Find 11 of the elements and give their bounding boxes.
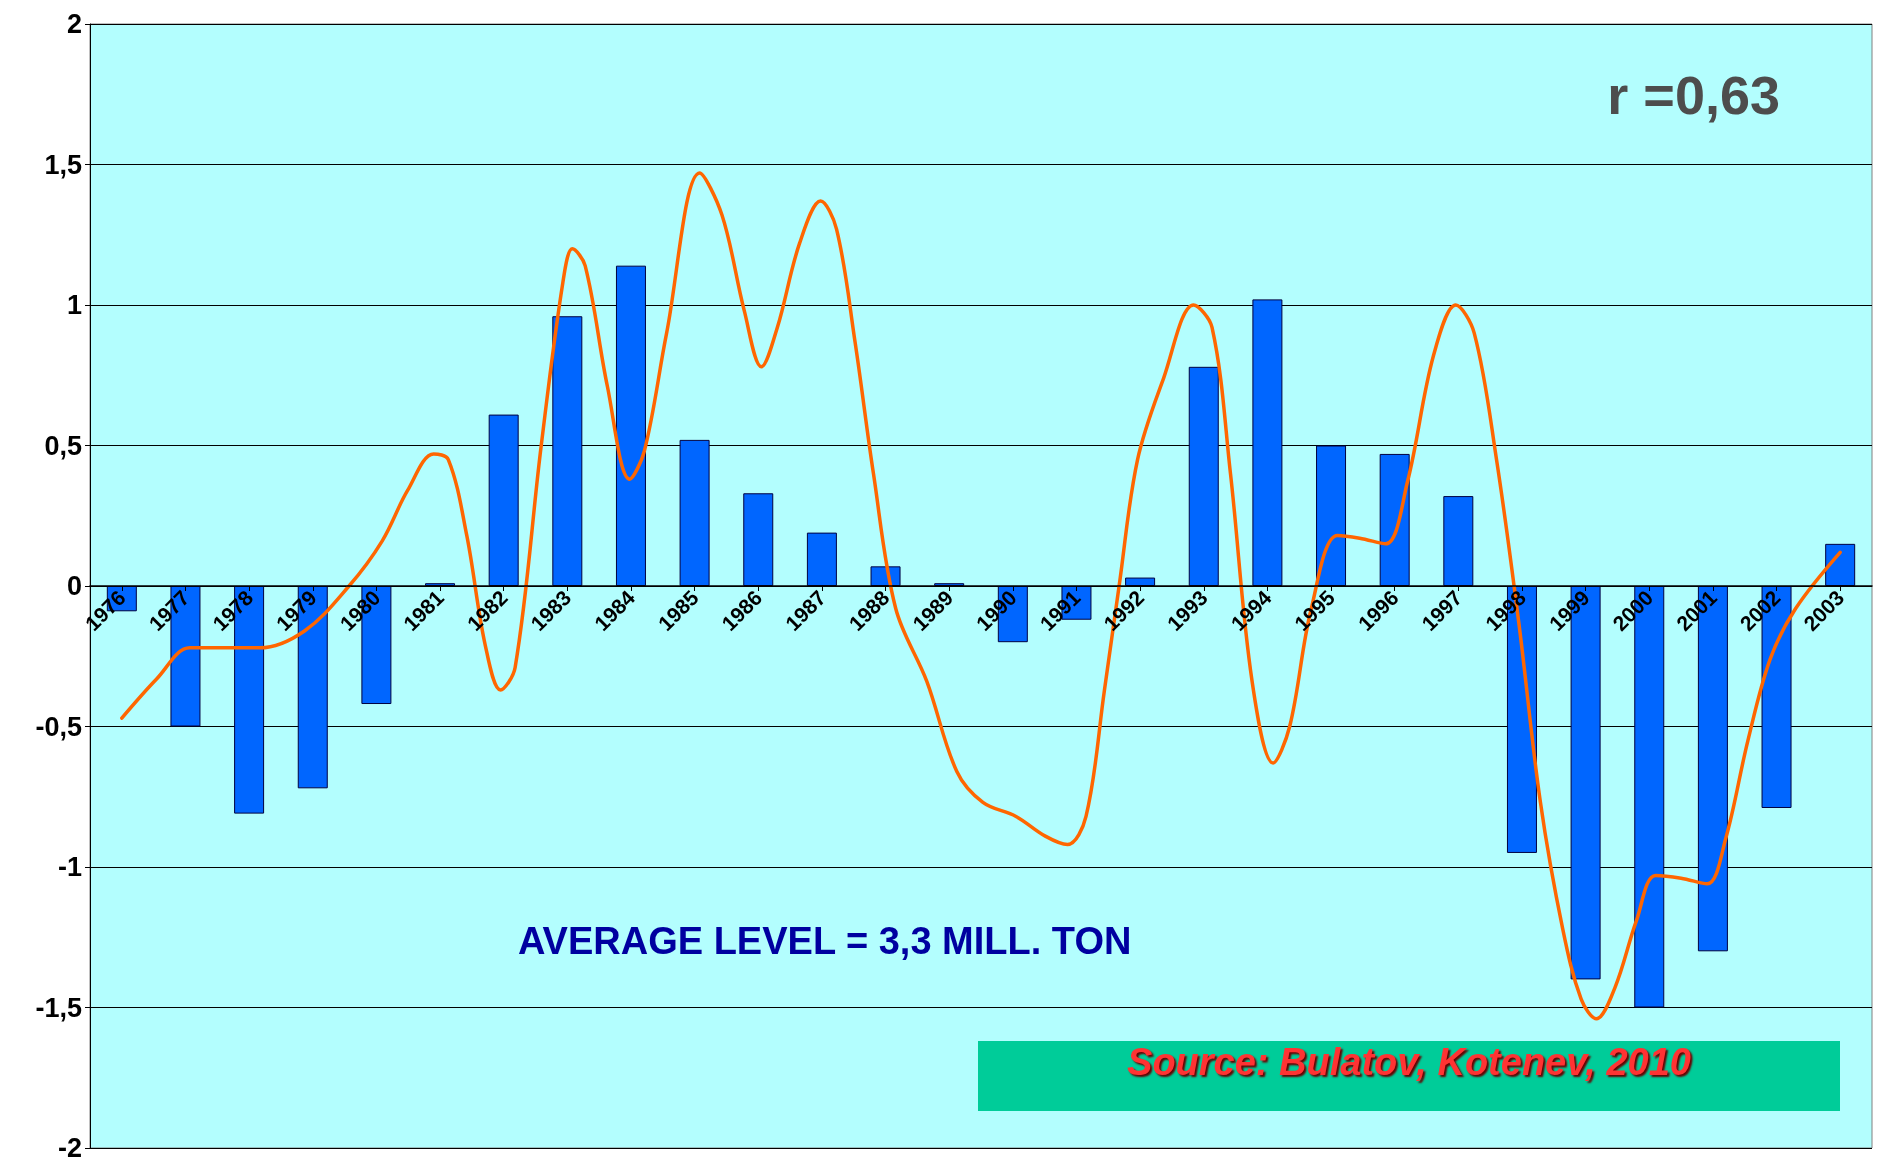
- y-tick-label: 0: [66, 571, 82, 601]
- y-tick-label: -1: [57, 852, 82, 882]
- y-tick-label: 0,5: [44, 430, 82, 461]
- y-tick-label: 2: [66, 9, 82, 39]
- y-tick-label: 1: [66, 290, 82, 320]
- annotation: r =0,63: [1607, 65, 1780, 125]
- annotation: AVERAGE LEVEL = 3,3 MILL. TON: [518, 920, 1132, 962]
- y-tick-label: 1,5: [44, 149, 82, 180]
- y-tick-label: -2: [57, 1133, 82, 1163]
- y-tick-label: -1,5: [35, 992, 82, 1023]
- y-tick-label: -0,5: [35, 711, 82, 742]
